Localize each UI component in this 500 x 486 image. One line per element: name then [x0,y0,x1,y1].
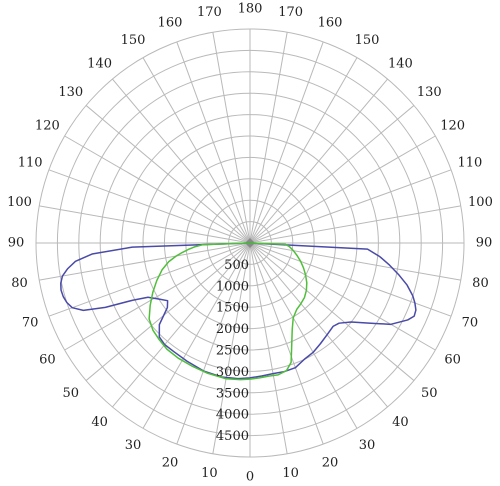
angle-spoke [85,242,251,381]
angle-tick-label: 110 [18,155,43,170]
angle-tick-label: 80 [472,276,489,291]
angle-tick-label: 70 [462,316,479,331]
angle-tick-label: 30 [359,438,376,453]
radial-tick-label: 4500 [216,429,249,444]
angle-tick-label: 170 [278,5,303,20]
angle-spoke [176,41,251,244]
angle-tick-label: 90 [8,236,25,251]
angle-spoke [39,205,251,244]
angle-spoke [212,32,251,244]
radial-tick-label: 3500 [216,386,249,401]
angle-tick-label: 80 [11,276,28,291]
radial-tick-label: 3000 [216,365,249,380]
radial-tick-label: 2000 [216,322,249,337]
angle-spoke [176,242,251,445]
radial-tick-label: 1500 [216,301,249,316]
series-line-blue [60,242,417,380]
angle-tick-label: 160 [158,16,183,31]
angle-tick-label: 130 [417,85,442,100]
angle-spoke [48,242,251,317]
angle-tick-label: 150 [121,33,146,48]
angle-spoke [249,41,324,244]
angle-tick-label: 130 [58,85,83,100]
polar-series [60,242,417,381]
angle-spoke [249,242,324,445]
angle-tick-label: 20 [162,455,179,470]
angle-tick-label: 140 [87,56,112,71]
angle-tick-label: 60 [444,353,461,368]
angle-spoke [249,242,358,429]
angle-spoke [249,242,436,351]
angle-tick-label: 180 [238,2,263,17]
angle-spoke [249,169,452,244]
angle-spoke [249,242,415,381]
angle-spoke [249,242,388,408]
angle-tick-label: 20 [322,455,339,470]
angle-spoke [112,242,251,408]
radial-tick-label: 1000 [216,279,249,294]
angle-spoke [142,242,251,429]
angle-tick-label: 10 [201,466,218,481]
angle-spoke [249,205,461,244]
angle-tick-label: 90 [476,236,493,251]
angle-spoke [64,242,251,351]
angle-tick-label: 40 [392,415,409,430]
angle-tick-label: 70 [22,316,39,331]
angle-spoke [249,78,388,244]
polar-labels: 0 10 20 30 40 50 60 70 80 90 100 110 120 130 140 150 160… [7,2,493,485]
angle-spoke [112,78,251,244]
angle-tick-label: 100 [468,195,493,210]
angle-spoke [249,242,288,454]
angle-spoke [212,242,251,454]
series-line-green [148,242,308,381]
angle-tick-label: 100 [7,195,32,210]
radial-tick-label: 500 [224,258,249,273]
radial-tick-label: 4000 [216,408,249,423]
angle-tick-label: 30 [125,438,142,453]
angle-tick-label: 120 [440,119,465,134]
angle-tick-label: 160 [318,16,343,31]
angle-spoke [249,32,288,244]
angle-spoke [48,169,251,244]
radial-tick-label: 2500 [216,344,249,359]
angle-spoke [249,105,415,244]
angle-tick-label: 170 [197,5,222,20]
angle-spoke [142,57,251,244]
angle-spoke [249,242,452,317]
angle-spoke [249,57,358,244]
angle-spoke [39,242,251,281]
angle-tick-label: 140 [388,56,413,71]
angle-spoke [64,135,251,244]
angle-tick-label: 10 [282,466,299,481]
angle-spoke [249,242,461,281]
angle-tick-label: 50 [62,386,79,401]
angle-tick-label: 0 [246,470,254,485]
angle-tick-label: 40 [91,415,108,430]
angle-tick-label: 60 [39,353,56,368]
polar-grid [35,28,465,458]
angle-tick-label: 120 [35,119,60,134]
angle-tick-label: 150 [355,33,380,48]
angle-spoke [249,135,436,244]
angle-spoke [85,105,251,244]
angle-tick-label: 110 [457,155,482,170]
angle-tick-label: 50 [421,386,438,401]
